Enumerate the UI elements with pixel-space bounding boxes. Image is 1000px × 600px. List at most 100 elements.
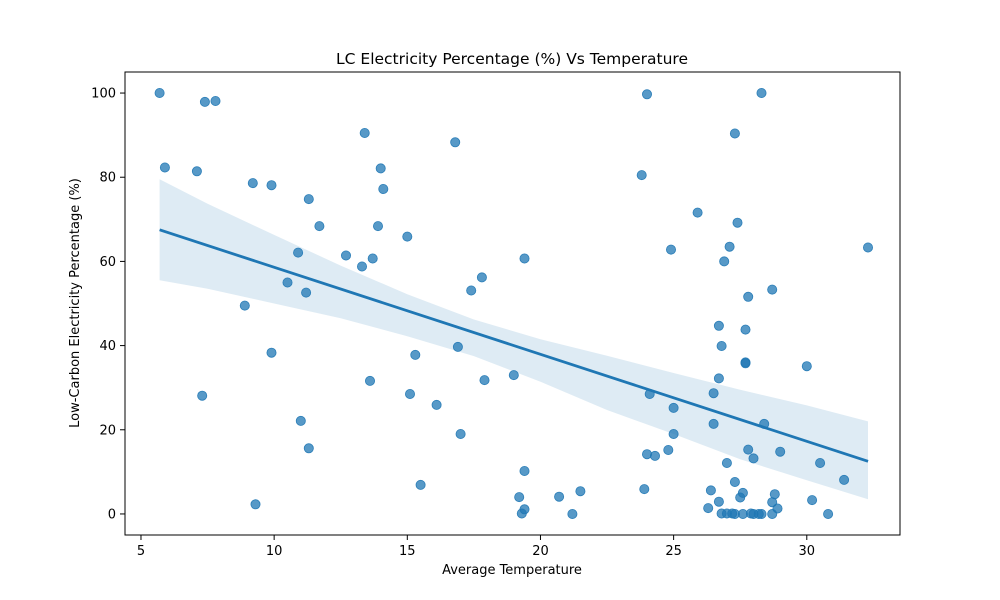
data-point [554,491,565,502]
data-point [729,128,740,139]
x-tick-label: 25 [665,544,682,559]
data-point [575,486,586,497]
data-point [303,443,314,454]
data-point [266,347,277,358]
data-point [839,474,850,485]
confidence-band-layer [159,179,869,500]
data-point [740,324,751,335]
data-point [807,495,818,506]
data-point [767,284,778,295]
data-point [199,96,210,107]
data-point [666,244,677,255]
data-point [476,272,487,283]
confidence-band [159,179,869,500]
data-point [708,388,719,399]
data-point [431,399,442,410]
data-point [191,166,202,177]
x-tick-label: 10 [266,544,283,559]
data-point [239,300,250,311]
data-point [732,217,743,228]
data-point [756,508,767,519]
x-axis-label: Average Temperature [442,563,582,578]
data-point [519,504,530,515]
regression-line-layer [159,228,869,463]
data-point [314,221,325,232]
data-point [567,508,578,519]
data-point [703,503,714,514]
data-point [642,89,653,100]
data-point [247,178,258,189]
chart-title: LC Electricity Percentage (%) Vs Tempera… [336,50,688,68]
data-point [514,492,525,503]
data-point [375,163,386,174]
data-point [356,261,367,272]
regression-line [159,228,869,463]
data-point [636,170,647,181]
data-point [639,484,650,495]
data-point [250,499,261,510]
data-point [713,320,724,331]
data-point [737,487,748,498]
y-tick-label: 100 [91,87,116,102]
data-point [740,357,751,368]
data-point [340,250,351,261]
data-point [415,479,426,490]
data-point [775,446,786,457]
x-tick-label: 30 [799,544,816,559]
data-points-layer [154,88,874,519]
data-point [404,388,415,399]
data-point [519,253,530,264]
data-point [410,349,421,360]
data-point [719,256,730,267]
data-point [479,375,490,386]
data-point [642,449,653,460]
data-point [692,207,703,218]
data-point [266,180,277,191]
data-point [663,444,674,455]
data-point [756,88,767,99]
data-point [210,96,221,107]
data-point [724,241,735,252]
data-point [743,291,754,302]
y-tick-label: 0 [108,507,116,522]
data-point [668,402,679,413]
x-tick-label: 20 [532,544,549,559]
data-point [295,415,306,426]
plot-frame [124,71,901,536]
data-point [364,375,375,386]
data-point [154,88,165,99]
x-tick-label: 5 [137,544,145,559]
data-point [743,444,754,455]
y-tick-label: 80 [99,171,116,186]
data-point [772,503,783,514]
data-point [668,428,679,439]
data-point [466,285,477,296]
data-point [159,162,170,173]
data-point [716,340,727,351]
data-point [823,508,834,519]
data-point [708,418,719,429]
data-point [748,453,759,464]
x-tick-label: 15 [399,544,416,559]
data-point [713,496,724,507]
data-point [705,485,716,496]
y-tick-label: 40 [99,339,116,354]
y-axis-label: Low-Carbon Electricity Percentage (%) [68,178,83,428]
y-tick-label: 60 [99,255,116,270]
data-point [303,194,314,205]
data-point [378,183,389,194]
data-point [450,137,461,148]
data-point [455,428,466,439]
data-point [519,465,530,476]
data-point [197,390,208,401]
x-axis-ticks: 5 10 15 20 25 30 [137,535,815,559]
data-point [721,457,732,468]
data-point [815,457,826,468]
data-point [729,476,740,487]
y-tick-label: 20 [99,423,116,438]
data-point [293,247,304,258]
data-point [359,127,370,138]
data-point [282,277,293,288]
